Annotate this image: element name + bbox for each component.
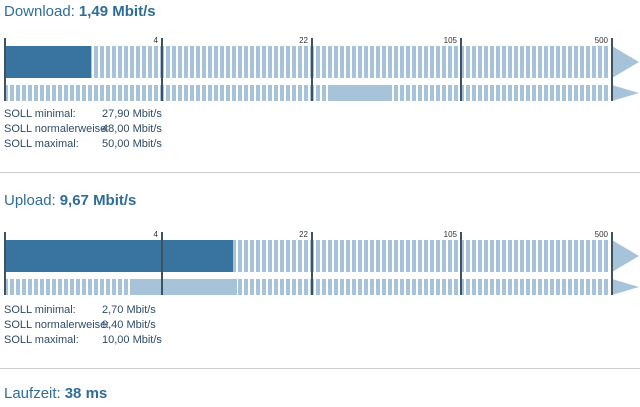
download-gauge: 4 22 105 500 [0, 36, 640, 102]
soll-label: SOLL minimal: [4, 304, 76, 316]
measured-scale-bar [4, 46, 609, 78]
soll-row-maximal: SOLL maximal: 10,00 Mbit/s [4, 333, 162, 348]
soll-label: SOLL normalerweise: [4, 319, 110, 331]
download-heading: Download: 1,49 Mbit/s [4, 3, 156, 20]
target-scale-bar [4, 85, 609, 101]
tick-line [4, 232, 6, 295]
tick-line [460, 232, 462, 295]
upload-gauge: 4 22 105 500 [0, 230, 640, 296]
arrow-right-icon [612, 85, 639, 101]
tick-label: 22 [299, 36, 308, 45]
soll-value: 10,00 Mbit/s [102, 334, 162, 346]
arrow-right-icon [612, 240, 639, 272]
upload-label: Upload: [4, 192, 56, 209]
laufzeit-value: 38 ms [64, 385, 108, 402]
upload-soll-table: SOLL minimal: 2,70 Mbit/s SOLL normalerwe… [4, 303, 162, 348]
tick-line [161, 38, 163, 101]
target-scale-bar [4, 279, 609, 295]
arrow-right-icon [612, 279, 639, 295]
soll-label: SOLL normalerweise: [4, 123, 110, 135]
soll-value: 50,00 Mbit/s [102, 138, 162, 150]
tick-line [460, 38, 462, 101]
measured-value-fill [4, 240, 233, 272]
measured-value-fill [4, 46, 91, 78]
tick-line [311, 232, 313, 295]
tick-label: 105 [443, 230, 457, 239]
section-divider [0, 172, 640, 173]
soll-value: 27,90 Mbit/s [102, 108, 162, 120]
laufzeit-heading: Laufzeit: 38 ms [4, 385, 107, 402]
tick-line [161, 232, 163, 295]
tick-label: 500 [594, 230, 608, 239]
soll-row-normal: SOLL normalerweise:9,40 Mbit/s [4, 318, 162, 333]
soll-row-minimal: SOLL minimal: 2,70 Mbit/s [4, 303, 162, 318]
download-value: 1,49 Mbit/s [78, 3, 156, 20]
soll-label: SOLL maximal: [4, 334, 79, 346]
tick-label: 4 [153, 230, 158, 239]
target-range-band [328, 85, 388, 101]
tick-label: 22 [299, 230, 308, 239]
download-label: Download: [4, 3, 75, 20]
soll-row-maximal: SOLL maximal: 50,00 Mbit/s [4, 137, 162, 152]
soll-value: 2,70 Mbit/s [102, 304, 156, 316]
tick-line [4, 38, 6, 101]
arrow-right-icon [612, 46, 639, 78]
tick-label: 4 [153, 36, 158, 45]
tick-line [311, 38, 313, 101]
download-soll-table: SOLL minimal: 27,90 Mbit/s SOLL normalerw… [4, 107, 162, 152]
upload-heading: Upload: 9,67 Mbit/s [4, 192, 136, 209]
upload-value: 9,67 Mbit/s [59, 192, 137, 209]
soll-row-normal: SOLL normalerweise:48,00 Mbit/s [4, 122, 162, 137]
soll-value: 48,00 Mbit/s [102, 123, 162, 135]
target-range-band [132, 279, 237, 295]
soll-label: SOLL maximal: [4, 138, 79, 150]
tick-line [611, 232, 613, 295]
soll-value: 9,40 Mbit/s [102, 319, 156, 331]
laufzeit-label: Laufzeit: [4, 385, 61, 402]
tick-label: 105 [443, 36, 457, 45]
soll-label: SOLL minimal: [4, 108, 76, 120]
section-divider [0, 368, 640, 369]
measured-scale-bar [4, 240, 609, 272]
soll-row-minimal: SOLL minimal: 27,90 Mbit/s [4, 107, 162, 122]
tick-label: 500 [594, 36, 608, 45]
tick-line [611, 38, 613, 101]
